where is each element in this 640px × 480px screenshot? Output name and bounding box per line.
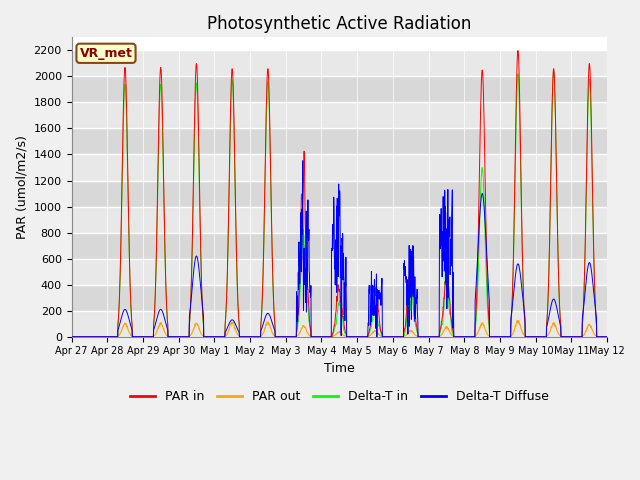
- Line: Delta-T in: Delta-T in: [72, 72, 607, 337]
- Bar: [72, 311, 607, 337]
- Delta-T in: [556, 312, 564, 317]
- PAR in: [217, 334, 225, 340]
- Delta-T Diffuse: [68, 334, 76, 340]
- Delta-T in: [68, 334, 76, 340]
- Delta-T in: [355, 334, 362, 340]
- Bar: [72, 259, 607, 285]
- Delta-T in: [571, 334, 579, 340]
- Delta-T Diffuse: [556, 321, 564, 327]
- Text: VR_met: VR_met: [79, 47, 132, 60]
- Line: PAR out: PAR out: [72, 321, 607, 337]
- Title: Photosynthetic Active Radiation: Photosynthetic Active Radiation: [207, 15, 472, 33]
- Bar: [72, 285, 607, 311]
- Delta-T Diffuse: [299, 158, 307, 164]
- Delta-T in: [604, 334, 611, 340]
- Delta-T in: [217, 334, 225, 340]
- Delta-T Diffuse: [355, 334, 363, 340]
- PAR in: [604, 334, 611, 340]
- PAR in: [495, 334, 502, 340]
- PAR out: [355, 334, 362, 340]
- Bar: [72, 180, 607, 206]
- Bar: [72, 233, 607, 259]
- PAR in: [514, 48, 522, 53]
- PAR in: [68, 334, 76, 340]
- PAR in: [571, 334, 579, 340]
- PAR out: [515, 318, 522, 324]
- Bar: [72, 155, 607, 180]
- Line: PAR in: PAR in: [72, 50, 607, 337]
- PAR out: [68, 334, 76, 340]
- Bar: [72, 206, 607, 233]
- Delta-T in: [550, 69, 557, 74]
- Delta-T Diffuse: [367, 303, 374, 309]
- X-axis label: Time: Time: [324, 362, 355, 375]
- PAR in: [556, 312, 564, 317]
- Y-axis label: PAR (umol/m2/s): PAR (umol/m2/s): [15, 135, 28, 239]
- PAR in: [366, 324, 374, 330]
- Delta-T Diffuse: [217, 334, 225, 340]
- Delta-T Diffuse: [571, 334, 579, 340]
- Line: Delta-T Diffuse: Delta-T Diffuse: [72, 161, 607, 337]
- Delta-T in: [366, 327, 374, 333]
- Delta-T Diffuse: [495, 334, 503, 340]
- Delta-T in: [495, 334, 502, 340]
- PAR out: [366, 333, 374, 338]
- PAR out: [604, 334, 611, 340]
- PAR out: [571, 334, 579, 340]
- PAR out: [217, 334, 225, 340]
- PAR out: [556, 333, 564, 338]
- Legend: PAR in, PAR out, Delta-T in, Delta-T Diffuse: PAR in, PAR out, Delta-T in, Delta-T Dif…: [125, 385, 554, 408]
- Bar: [72, 50, 607, 76]
- Bar: [72, 102, 607, 129]
- Bar: [72, 129, 607, 155]
- Delta-T Diffuse: [604, 334, 611, 340]
- PAR out: [495, 334, 502, 340]
- PAR in: [355, 334, 362, 340]
- Bar: [72, 76, 607, 102]
